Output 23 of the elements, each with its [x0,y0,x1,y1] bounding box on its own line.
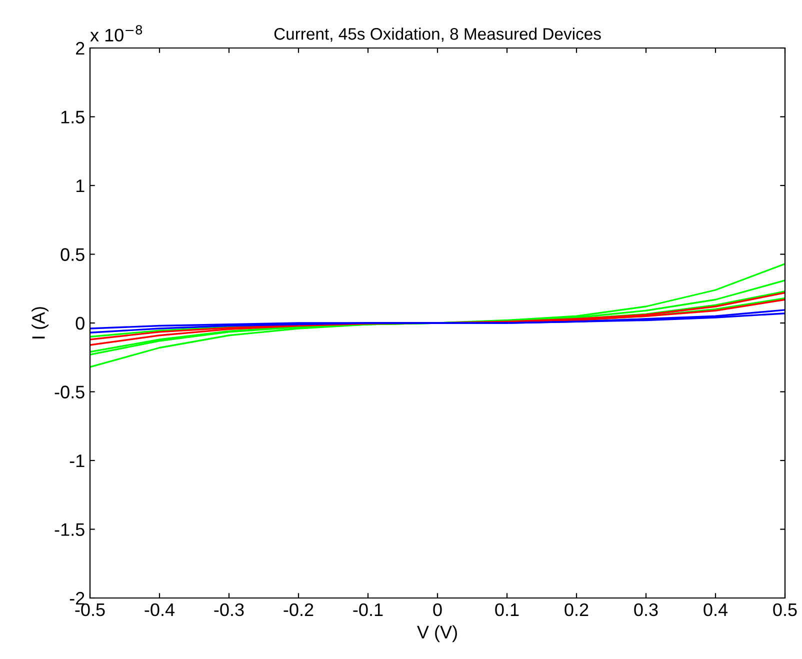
y-tick-label: -0.5 [54,386,84,398]
chart-title: Current, 45s Oxidation, 8 Measured Devices [274,28,601,42]
y-tick-label: 2 [76,42,84,55]
y-tick-label: -1 [70,454,84,468]
y-tick-label: -2 [70,592,84,605]
x-tick-label: 0 [433,603,442,616]
x-tick-label: -0.1 [353,603,383,616]
y-tick-label: -1.5 [54,523,84,536]
x-tick-label: 0.4 [704,603,728,616]
x-tick-label: 0.3 [634,603,658,616]
x-tick-label: 0.2 [564,603,588,616]
x-tick-label: -0.4 [144,603,175,616]
x-axis-title: V (V) [417,625,457,642]
text: x 10$^{−8}$ [90,25,142,42]
y-tick-label: 1 [76,180,84,192]
y-tick-label: 0.5 [60,248,84,261]
x-tick-label: 0.5 [773,603,797,616]
y-tick-label: 0 [76,316,84,330]
y-tick-label: 1.5 [61,110,84,124]
x-tick-label: -0.2 [284,603,314,616]
y-axis-title: I (A) [32,307,48,338]
x-tick-label: -0.3 [214,603,244,616]
x-tick-label: 0.1 [495,603,519,616]
